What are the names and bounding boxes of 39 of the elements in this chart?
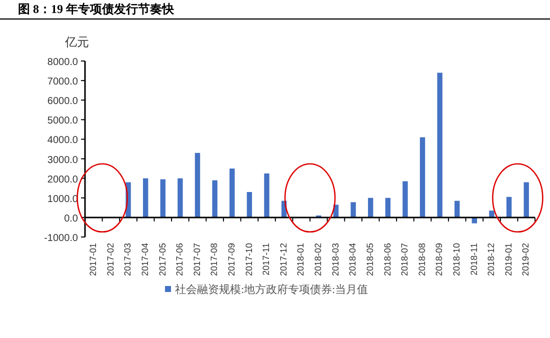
x-tick-label: 2018-09 [434, 243, 444, 276]
x-tick-label: 2017-07 [192, 243, 202, 276]
x-tick-label: 2017-11 [261, 243, 272, 276]
x-tick-label: 2018-04 [348, 243, 358, 276]
y-axis-title: 亿元 [64, 35, 89, 49]
x-tick-label: 2017-09 [226, 243, 236, 276]
x-tick-label: 2017-06 [174, 243, 185, 276]
x-tick-label: 2018-08 [416, 243, 427, 276]
x-tick-label: 2018-12 [486, 243, 496, 276]
y-tick-label: 1000.0 [47, 194, 78, 205]
y-tick-label: 3000.0 [47, 154, 78, 166]
x-tick-label: 2017-08 [209, 243, 220, 276]
x-tick-label: 2017-01 [88, 243, 98, 276]
x-tick-label: 2017-05 [157, 243, 168, 276]
x-tick-label: 2018-07 [400, 243, 410, 276]
y-tick-label: 8000.0 [47, 57, 78, 68]
x-tick-label: 2017-03 [122, 243, 133, 276]
y-tick-label: 6000.0 [47, 96, 78, 108]
y-tick-label: 0.0 [64, 213, 78, 224]
legend: 社会融资规模:地方政府专项债券:当月值 [165, 284, 368, 296]
x-tick-label: 2018-06 [382, 243, 392, 276]
x-tick-label: 2018-10 [451, 243, 462, 276]
y-tick-label: 5000.0 [47, 116, 78, 127]
y-tick-label: 7000.0 [47, 76, 78, 88]
x-tick-label: 2018-01 [296, 243, 306, 276]
y-tick-label: -1000.0 [44, 233, 78, 244]
x-tick-label: 2018-03 [330, 243, 340, 276]
x-tick-label: 2017-10 [244, 243, 254, 276]
x-tick-label: 2019-02 [520, 243, 531, 276]
x-tick-label: 2017-04 [140, 243, 150, 276]
x-tick-label: 2017-12 [278, 243, 288, 276]
y-tick-label: 2000.0 [47, 174, 78, 186]
x-tick-label: 2019-01 [503, 243, 514, 276]
chart-title: 图 8：19 年专项债发行节奏快 [18, 2, 175, 16]
x-tick-label: 2018-02 [313, 243, 324, 276]
x-tick-label: 2017-02 [105, 243, 116, 276]
x-tick-label: 2018-05 [364, 243, 375, 276]
y-tick-label: 4000.0 [47, 135, 78, 146]
x-tick-label: 2018-11 [468, 243, 479, 276]
